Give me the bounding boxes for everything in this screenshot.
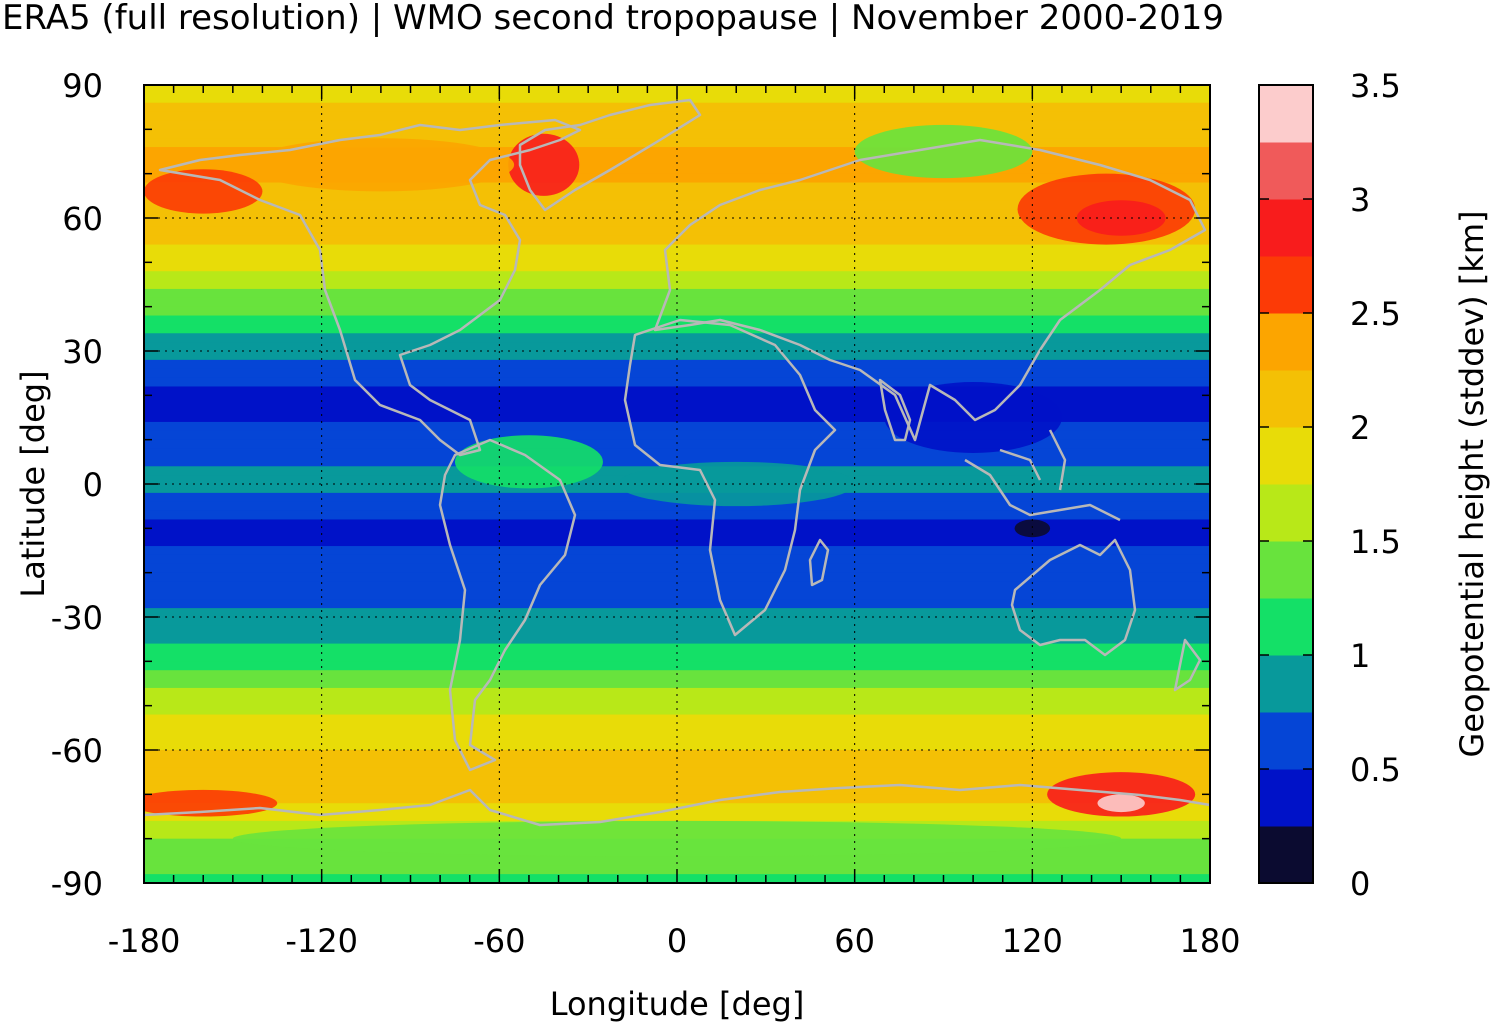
colorbar-tick-label: 3	[1350, 181, 1370, 219]
colorbar-level	[1259, 484, 1313, 542]
colorbar-level	[1259, 769, 1313, 827]
heatmap-band	[144, 856, 1210, 865]
colorbar-tick-label: 1.5	[1350, 523, 1401, 561]
y-tick-label: 0	[83, 466, 103, 504]
y-tick-label: -90	[51, 865, 103, 903]
x-axis-label: Longitude [deg]	[550, 985, 805, 1023]
colorbar-level	[1259, 256, 1313, 314]
colorbar-level	[1259, 427, 1313, 485]
heatmap-band	[144, 573, 1210, 582]
heatmap-band	[144, 342, 1210, 351]
heatmap-band	[144, 759, 1210, 768]
colorbar-tick-label: 1	[1350, 637, 1370, 675]
heatmap-anomaly	[618, 462, 855, 506]
x-tick-label: -120	[285, 922, 358, 960]
heatmap-band	[144, 590, 1210, 599]
heatmap-band	[144, 626, 1210, 635]
y-tick-labels: 90 60 30 0 -30 -60 -90	[51, 67, 103, 903]
heatmap-band	[144, 440, 1210, 449]
colorbar-level	[1259, 598, 1313, 656]
colorbar-level	[1259, 712, 1313, 770]
colorbar-tick-label: 2.5	[1350, 295, 1401, 333]
colorbar-level	[1259, 313, 1313, 371]
x-tick-label: -180	[108, 922, 181, 960]
colorbar-level	[1259, 541, 1313, 599]
heatmap-band	[144, 360, 1210, 369]
heatmap-anomaly	[855, 125, 1033, 178]
heatmap-band	[144, 307, 1210, 316]
heatmap-band	[144, 706, 1210, 715]
y-axis-label: Latitude [deg]	[14, 370, 52, 597]
y-tick-label: -30	[51, 599, 103, 637]
y-tick-label: -60	[51, 732, 103, 770]
heatmap-anomaly	[1097, 794, 1144, 812]
colorbar-level	[1259, 142, 1313, 200]
colorbar-tick-labels: 0 0.5 1 1.5 2 2.5 3 3.5	[1350, 67, 1401, 903]
heatmap-band	[144, 741, 1210, 750]
colorbar-label: Geopotential height (stddev) [km]	[1453, 210, 1491, 757]
plot-area	[129, 85, 1210, 884]
x-tick-label: 60	[834, 922, 875, 960]
x-tick-label: -60	[473, 922, 525, 960]
colorbar-tick-label: 3.5	[1350, 67, 1401, 105]
y-tick-label: 30	[62, 333, 103, 371]
x-tick-labels: -180 -120 -60 0 60 120 180	[108, 922, 1241, 960]
heatmap-band	[144, 608, 1210, 617]
y-tick-label: 60	[62, 200, 103, 238]
colorbar-tick-label: 0.5	[1350, 751, 1401, 789]
colorbar	[1259, 85, 1313, 884]
colorbar-level	[1259, 199, 1313, 257]
x-tick-label: 120	[1002, 922, 1063, 960]
colorbar-tick-label: 0	[1350, 865, 1370, 903]
heatmap-band	[144, 723, 1210, 732]
x-tick-label: 180	[1179, 922, 1240, 960]
colorbar-level	[1259, 826, 1313, 884]
colorbar-tick-label: 2	[1350, 409, 1370, 447]
heatmap-anomaly	[233, 821, 1121, 856]
heatmap-anomaly	[248, 138, 515, 191]
colorbar-level	[1259, 655, 1313, 713]
y-tick-label: 90	[62, 67, 103, 105]
colorbar-level	[1259, 370, 1313, 428]
colorbar-level	[1259, 85, 1313, 143]
x-tick-label: 0	[667, 922, 687, 960]
